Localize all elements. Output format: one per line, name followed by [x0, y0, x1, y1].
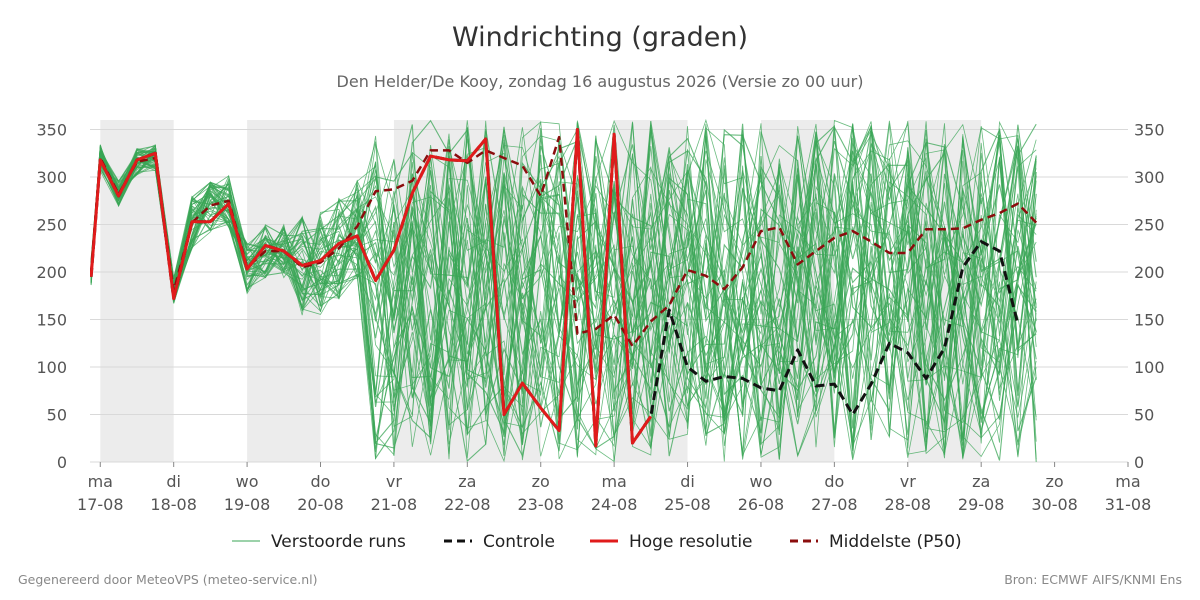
x-tick-day-10: do [824, 472, 844, 491]
y-tick-left-0: 0 [57, 453, 67, 472]
x-tick-date-11: 28-08 [885, 495, 932, 514]
legend-label-3: Middelste (P50) [829, 532, 962, 552]
x-tick-day-6: zo [532, 472, 550, 491]
x-tick-date-2: 19-08 [224, 495, 271, 514]
ensemble-lines [90, 118, 1037, 463]
legend-label-2: Hoge resolutie [629, 532, 753, 552]
y-tick-left-200: 200 [36, 263, 67, 282]
x-tick-date-6: 23-08 [517, 495, 564, 514]
x-tick-date-10: 27-08 [811, 495, 858, 514]
x-tick-day-3: do [311, 472, 331, 491]
y-tick-right-350: 350 [1134, 121, 1165, 140]
y-tick-right-50: 50 [1134, 406, 1154, 425]
main-series [90, 128, 1038, 448]
x-tick-date-13: 30-08 [1031, 495, 1078, 514]
y-tick-right-0: 0 [1134, 453, 1144, 472]
y-axis-right: 0 50 100 150 200 250 300 350 [1134, 121, 1165, 473]
footer-source: Bron: ECMWF AIFS/KNMI Ens [1004, 572, 1182, 587]
x-tick-day-1: di [166, 472, 181, 491]
series-middelste-p50 [90, 135, 1038, 348]
footer-generated-by: Gegenereerd door MeteoVPS (meteo-service… [18, 572, 318, 587]
x-tick-date-14: 31-08 [1105, 495, 1152, 514]
y-tick-right-300: 300 [1134, 168, 1165, 187]
x-axis: ma 17-08 di 18-08 wo 19-08 do 20-08 vr 21-08 za 22-… [77, 462, 1151, 514]
x-tick-date-7: 24-08 [591, 495, 638, 514]
legend-label-0: Verstoorde runs [271, 532, 406, 552]
chart-title: Windrichting (graden) [451, 22, 749, 53]
y-tick-left-100: 100 [36, 358, 67, 377]
x-tick-day-4: vr [386, 472, 402, 491]
y-tick-left-150: 150 [36, 311, 67, 330]
x-tick-day-9: wo [750, 472, 773, 491]
y-axis-left: 0 50 100 150 200 250 300 350 [36, 121, 67, 473]
ensemble-run-49 [90, 119, 1037, 443]
x-tick-date-5: 22-08 [444, 495, 491, 514]
x-tick-day-8: di [680, 472, 695, 491]
y-tick-left-350: 350 [36, 121, 67, 140]
x-tick-day-2: wo [236, 472, 259, 491]
y-tick-left-250: 250 [36, 216, 67, 235]
x-tick-date-0: 17-08 [77, 495, 124, 514]
y-tick-right-250: 250 [1134, 216, 1165, 235]
x-tick-day-5: za [458, 472, 476, 491]
x-tick-date-1: 18-08 [150, 495, 197, 514]
y-tick-right-200: 200 [1134, 263, 1165, 282]
x-tick-date-4: 21-08 [371, 495, 418, 514]
x-tick-date-3: 20-08 [297, 495, 344, 514]
y-tick-left-300: 300 [36, 168, 67, 187]
ensemble-run-39 [90, 121, 1037, 433]
x-tick-day-11: vr [900, 472, 916, 491]
x-tick-day-0: ma [88, 472, 113, 491]
x-tick-day-7: ma [601, 472, 626, 491]
ensemble-run-42 [90, 120, 1037, 453]
x-tick-date-12: 29-08 [958, 495, 1005, 514]
y-tick-right-100: 100 [1134, 358, 1165, 377]
x-tick-date-8: 25-08 [664, 495, 711, 514]
x-tick-day-14: ma [1115, 472, 1140, 491]
legend: Verstoorde runs Controle Hoge resolutie Mid… [232, 532, 962, 552]
x-tick-day-12: za [972, 472, 990, 491]
x-tick-date-9: 26-08 [738, 495, 785, 514]
x-tick-day-13: zo [1045, 472, 1063, 491]
series-hoge-resolutie [90, 128, 653, 448]
y-tick-right-150: 150 [1134, 311, 1165, 330]
ensemble-run-45 [90, 121, 1037, 440]
legend-label-1: Controle [483, 532, 555, 552]
chart-subtitle: Den Helder/De Kooy, zondag 16 augustus 2… [336, 72, 864, 91]
y-tick-left-50: 50 [47, 406, 67, 425]
